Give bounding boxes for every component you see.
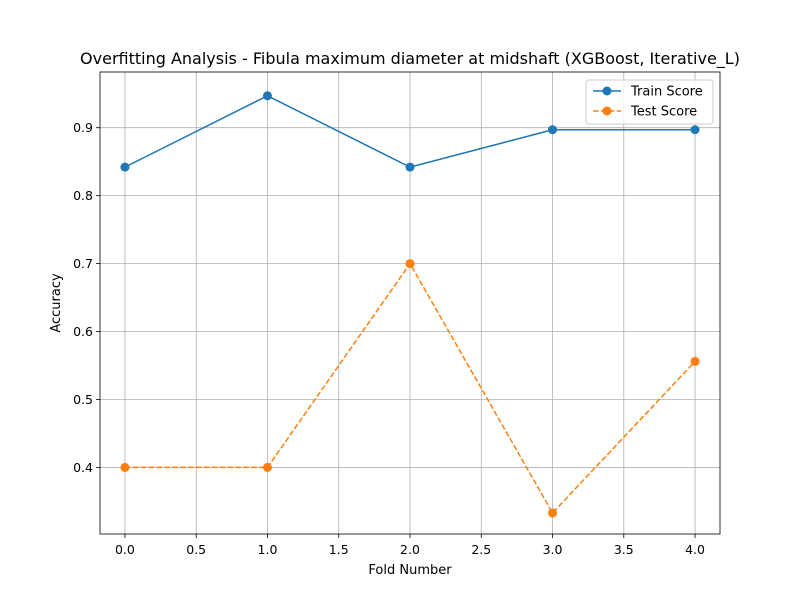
legend-label: Test Score [630, 105, 697, 120]
y-tick-label: 0.4 [73, 460, 93, 475]
y-axis-label: Accuracy [49, 273, 64, 333]
x-tick-label: 2.5 [471, 542, 491, 557]
x-tick-label: 0.0 [115, 542, 135, 557]
y-tick-label: 0.5 [73, 392, 93, 407]
y-tick-label: 0.6 [73, 324, 93, 339]
y-tick-label: 0.7 [73, 256, 93, 271]
data-point-test-score [405, 259, 415, 269]
series-train-score [120, 91, 700, 172]
data-point-train-score [120, 162, 130, 172]
data-point-test-score [120, 462, 130, 472]
x-tick-label: 1.0 [258, 542, 278, 557]
data-point-train-score [690, 125, 700, 135]
x-tick-label: 2.0 [400, 542, 420, 557]
data-point-train-score [405, 162, 415, 172]
legend-entry-test-score: Test Score [593, 105, 697, 120]
x-tick-label: 1.5 [329, 542, 349, 557]
data-point-train-score [262, 91, 272, 101]
grid [100, 72, 720, 534]
legend-swatch-marker [602, 86, 612, 96]
x-axis-label: Fold Number [368, 563, 452, 578]
y-tick-label: 0.8 [73, 188, 93, 203]
x-axis: 0.0 0.5 1.0 1.5 2.0 2.5 3.0 3.5 4.0 [115, 534, 705, 557]
x-tick-label: 3.5 [614, 542, 634, 557]
series-test-score [120, 259, 700, 518]
y-tick-label: 0.9 [73, 120, 93, 135]
legend-entry-train-score: Train Score [593, 85, 703, 100]
series-layer [120, 91, 700, 518]
y-axis: 0.4 0.5 0.6 0.7 0.8 0.9 [73, 120, 100, 475]
data-point-train-score [548, 125, 558, 135]
x-tick-label: 0.5 [186, 542, 206, 557]
data-point-test-score [690, 356, 700, 366]
data-point-test-score [548, 508, 558, 518]
x-tick-label: 4.0 [685, 542, 705, 557]
legend-swatch-marker [602, 106, 612, 116]
x-tick-label: 3.0 [543, 542, 563, 557]
data-point-test-score [262, 462, 272, 472]
chart-title: Overfitting Analysis - Fibula maximum di… [80, 49, 740, 69]
legend: Train Score Test Score [585, 79, 714, 125]
legend-label: Train Score [630, 85, 703, 100]
